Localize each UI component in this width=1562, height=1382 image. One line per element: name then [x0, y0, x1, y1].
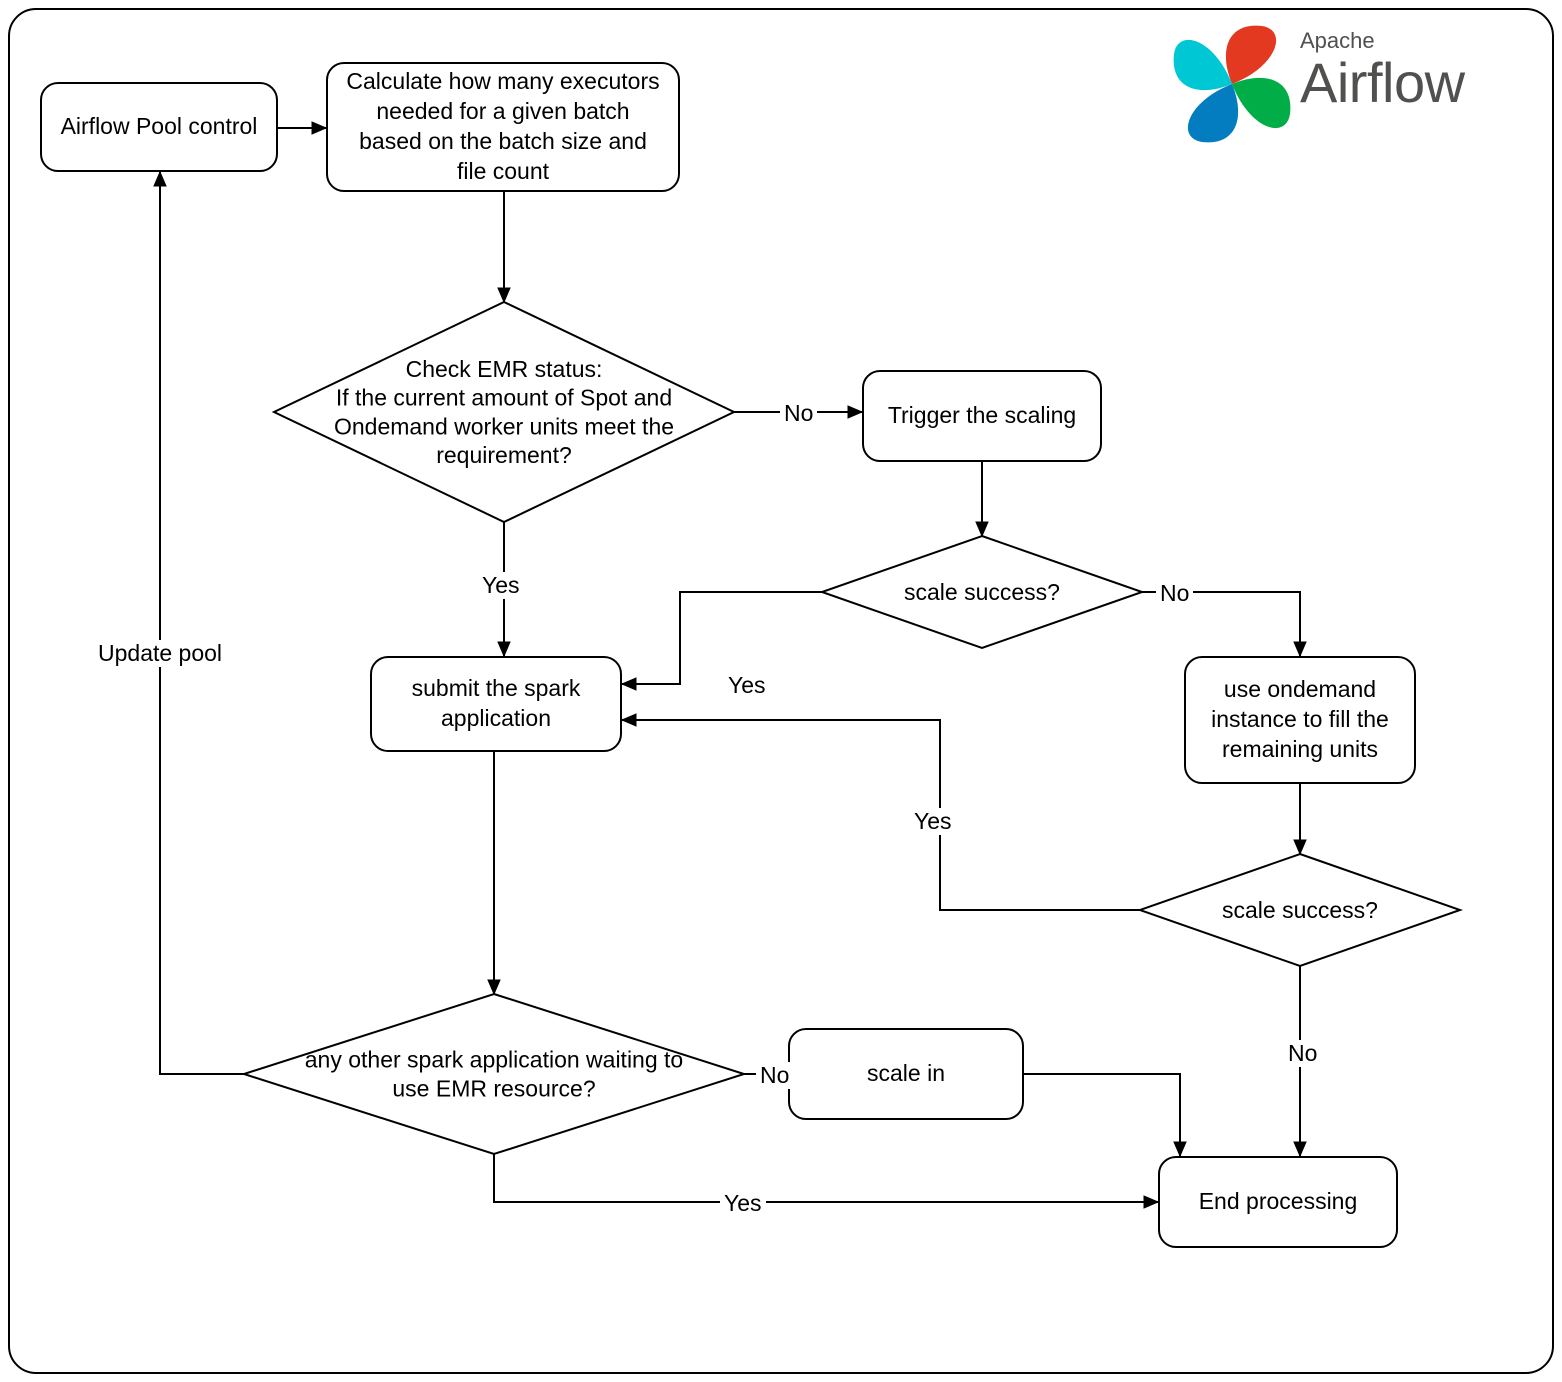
- edge-label-wait-no: No: [756, 1062, 793, 1089]
- node-label: scale in: [867, 1059, 945, 1089]
- logo-product-text: Airflow: [1300, 50, 1465, 115]
- node-label: submit the spark application: [386, 674, 606, 734]
- edge-label-update-pool: Update pool: [94, 640, 226, 667]
- edge-label-scale2-yes: Yes: [910, 808, 956, 835]
- node-calc-executors: Calculate how many executors needed for …: [326, 62, 680, 192]
- node-label: Trigger the scaling: [888, 401, 1076, 431]
- node-end-processing: End processing: [1158, 1156, 1398, 1248]
- node-label: End processing: [1199, 1187, 1358, 1217]
- node-scale-in: scale in: [788, 1028, 1024, 1120]
- flowchart-canvas: Apache Airflow Airflow Pool control Calc…: [0, 0, 1562, 1382]
- edge-label-wait-yes: Yes: [720, 1190, 766, 1217]
- edge-label-emr-yes: Yes: [478, 572, 524, 599]
- edge-label-emr-no: No: [780, 400, 817, 427]
- node-pool-control: Airflow Pool control: [40, 82, 278, 172]
- edge-label-scale2-no: No: [1284, 1040, 1321, 1067]
- node-label: use ondemand instance to fill the remain…: [1200, 675, 1400, 765]
- node-trigger-scaling: Trigger the scaling: [862, 370, 1102, 462]
- node-submit-spark: submit the spark application: [370, 656, 622, 752]
- edge-label-scale1-yes: Yes: [724, 672, 770, 699]
- node-label: Airflow Pool control: [61, 112, 258, 142]
- edge-label-scale1-no: No: [1156, 580, 1193, 607]
- node-ondemand-fill: use ondemand instance to fill the remain…: [1184, 656, 1416, 784]
- node-label: Calculate how many executors needed for …: [342, 67, 664, 187]
